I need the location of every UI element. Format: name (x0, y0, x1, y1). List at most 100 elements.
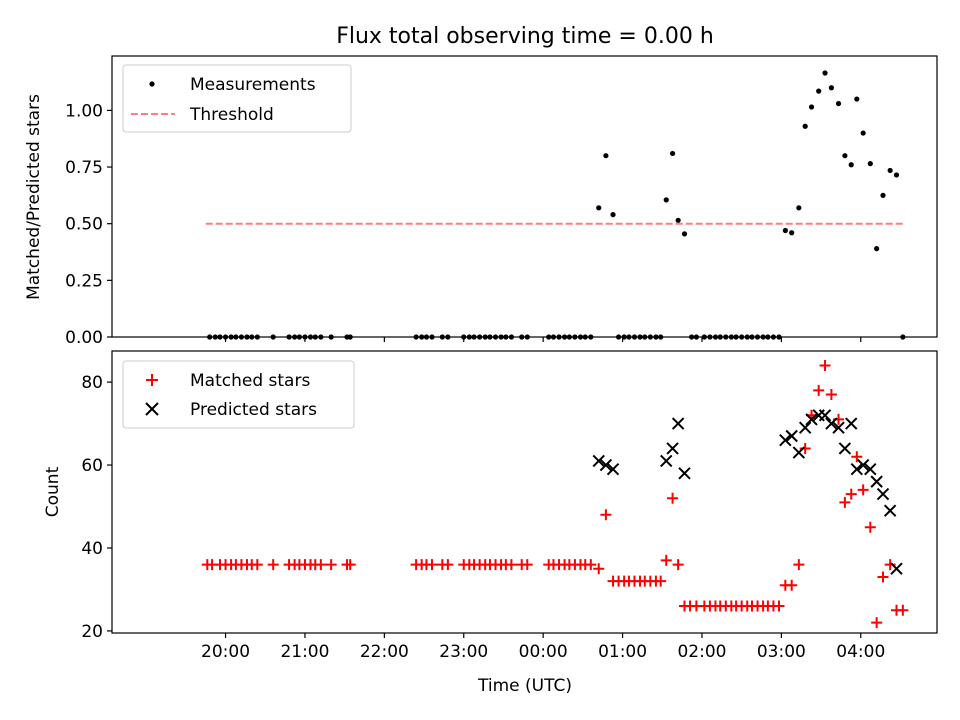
matched-stars-point (786, 579, 798, 591)
predicted-stars-point (599, 458, 613, 472)
predicted-stars-point (890, 562, 903, 575)
measurements-point (867, 161, 873, 167)
legend-label-matched-stars: Matched stars (190, 371, 310, 391)
x-axis-label: Time (UTC) (477, 676, 572, 696)
top-axes-frame (111, 55, 938, 338)
x-tick-label: 22:00 (360, 642, 409, 662)
matched-stars-point (799, 442, 811, 454)
matched-stars-point (672, 559, 684, 571)
measurements-point (835, 100, 842, 107)
matched-stars-point (600, 509, 612, 521)
top-x-ticks (224, 337, 862, 342)
measurements-point (675, 217, 681, 223)
y-tick-label: 60 (81, 456, 103, 476)
measurements-point (842, 153, 848, 159)
measurements-point (828, 85, 834, 91)
measurements-point (596, 205, 602, 211)
measurements-point (893, 172, 900, 178)
legend-marker-predicted-stars (145, 402, 159, 416)
predicted-stars-point (606, 462, 620, 476)
predicted-stars-point (805, 413, 818, 426)
measurements-point (802, 123, 808, 129)
matched-stars-point (521, 559, 533, 571)
predicted-stars-point (870, 475, 883, 488)
matched-stars-point (325, 559, 337, 571)
top-y-axis-label: Matched/Predicted stars (24, 94, 44, 300)
predicted-stars-point (838, 442, 852, 455)
measurements-point (816, 88, 822, 94)
x-tick-label: 21:00 (280, 642, 329, 662)
predicted-stars-point (832, 421, 845, 434)
predicted-stars-point (779, 433, 792, 447)
matched-stars-point (845, 488, 857, 500)
measurements-point (874, 246, 880, 252)
predicted-stars-point (883, 504, 897, 517)
predicted-stars-point (660, 454, 673, 468)
y-tick-label: 20 (81, 622, 103, 642)
measurements-point (669, 150, 676, 157)
bottom-axes-frame (111, 350, 938, 634)
legend-label-measurements: Measurements (190, 75, 316, 95)
legend-label-predicted-stars: Predicted stars (190, 400, 317, 420)
measurements-point (663, 197, 669, 203)
matched-stars-point (426, 559, 438, 571)
matched-stars-point (251, 559, 263, 571)
top-legend: Measurements Threshold (122, 64, 352, 133)
matched-stars-point (864, 521, 876, 533)
matched-stars-point (655, 575, 667, 587)
predicted-stars-point (792, 446, 806, 459)
matched-stars-point (593, 563, 605, 575)
matched-stars-point (877, 571, 889, 583)
predicted-stars-point (678, 467, 691, 480)
top-legend-frame (122, 64, 352, 133)
y-tick-label: 1.00 (65, 101, 103, 121)
bottom-x-ticks: 20:00 21:00 22:00 23:00 00:00 01:00 02:00 03:00… (201, 633, 885, 662)
measurements-point (854, 96, 860, 102)
x-tick-label: 23:00 (439, 642, 488, 662)
predicted-stars-point (825, 417, 838, 430)
top-axes: 0.00 0.25 0.50 0.75 1.00 Matched/Predicted s… (24, 55, 938, 348)
y-tick-label: 40 (81, 539, 103, 559)
matched-stars-point (344, 559, 356, 571)
measurements-point (796, 205, 802, 211)
legend-marker-matched-stars (146, 374, 158, 386)
y-tick-label: 0.75 (65, 158, 103, 178)
matched-stars-point (793, 559, 805, 571)
x-tick-label: 01:00 (598, 642, 647, 662)
measurements-point (860, 130, 866, 136)
matched-stars-point (813, 384, 825, 396)
predicted-stars-point (671, 417, 685, 430)
legend-label-threshold: Threshold (189, 105, 274, 125)
measurements-point (610, 212, 616, 218)
predicted-stars-point (818, 409, 832, 422)
matched-stars-point (315, 559, 327, 571)
y-tick-label: 0.50 (65, 215, 103, 235)
matched-stars-point (897, 604, 909, 616)
matched-stars-point (857, 484, 869, 496)
x-tick-label: 04:00 (836, 642, 885, 662)
matched-stars-point (773, 600, 785, 612)
matched-stars-point (839, 496, 851, 508)
matched-stars-point (267, 559, 279, 571)
matched-stars-point (660, 554, 672, 566)
measurements-point (887, 167, 893, 174)
measurements-point (782, 227, 788, 234)
matched-stars-point (667, 492, 679, 504)
predicted-stars-point (785, 429, 798, 443)
measurements-point (681, 231, 688, 237)
measurements-point (789, 230, 795, 236)
predicted-stars-point (876, 487, 890, 501)
y-tick-label: 0.00 (65, 328, 103, 348)
predicted-stars-point (864, 462, 877, 476)
predicted-stars-point (856, 458, 870, 472)
matched-stars-point (851, 451, 863, 463)
measurements-point (848, 162, 854, 168)
top-plot-marks (205, 70, 906, 340)
bottom-y-ticks: 20 40 60 80 (81, 373, 112, 642)
y-tick-label: 80 (81, 373, 103, 393)
bottom-axes: 20 40 60 80 20:00 21:00 22:00 23:00 00:00 01:00 0… (43, 350, 938, 696)
y-tick-label: 0.25 (65, 271, 103, 291)
matched-stars-point (871, 617, 883, 629)
x-tick-label: 03:00 (757, 642, 806, 662)
